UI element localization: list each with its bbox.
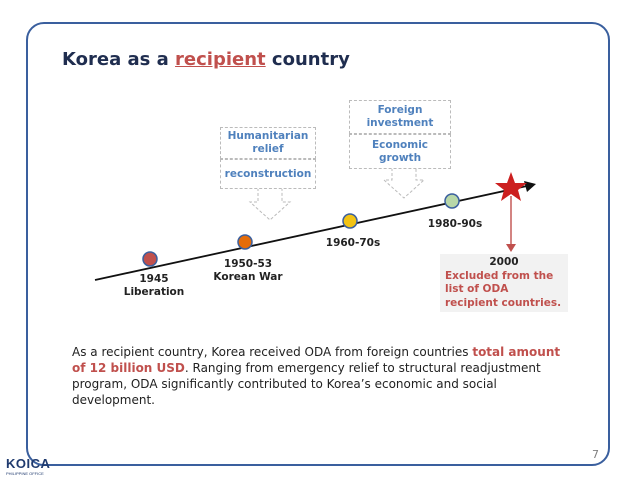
body-paragraph: As a recipient country, Korea received O… [72,345,561,407]
page-number: 7 [592,448,599,461]
milestone-2000-box: 2000 Excluded from the list of ODA recip… [440,254,568,312]
timeline-arrowhead [524,181,536,192]
slide-title: Korea as a recipient country [62,49,350,70]
economic-growth-arrow [382,168,426,199]
callout-economic-growth: Economic growth [349,134,451,169]
body-emphasis: total amount of 12 billion USD [72,345,561,375]
point-1960-70s [342,213,358,229]
koica-logo: KOICA PHILIPPINE OFFICE [6,455,50,476]
callout-humanitarian-relief: Humanitarian relief [220,127,316,159]
label-1950-53: 1950-53 Korean War [213,258,283,284]
logo-subtitle: PHILIPPINE OFFICE [6,471,44,476]
star-2000-icon [495,172,527,201]
label-1945: 1945 Liberation [123,273,185,299]
star-drop-arrowhead [506,244,516,252]
point-1950-53 [237,234,253,250]
callout-reconstruction: reconstruction [220,159,316,189]
label-1960-70s: 1960-70s [325,237,381,249]
logo-name: KOICA [6,456,51,471]
milestone-2000-year: 2000 [489,256,519,268]
title-highlight: recipient [175,49,266,70]
point-1945 [142,251,158,267]
reconstruction-arrow [248,188,292,221]
label-1980-90s: 1980-90s [427,218,483,230]
slide-frame [26,22,610,466]
callout-foreign-investment: Foreign investment [349,100,451,134]
milestone-2000-text: Excluded from the list of ODA recipient … [445,269,562,309]
point-1980-90s [444,193,460,209]
